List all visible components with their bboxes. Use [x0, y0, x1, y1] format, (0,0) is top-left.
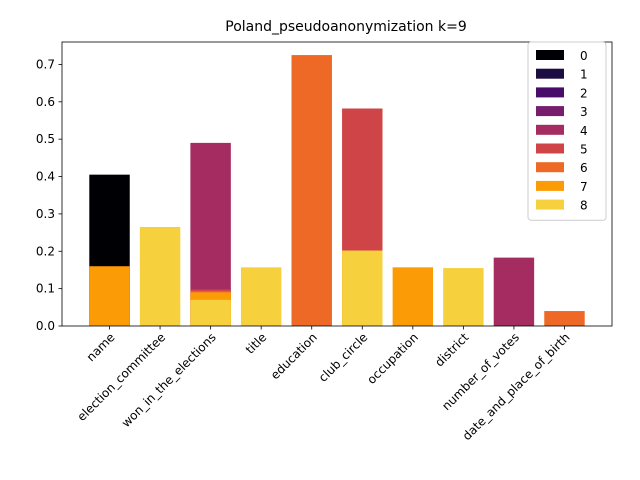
legend-swatch-3 — [536, 106, 564, 117]
bar-won_in_the_elections-series-8 — [190, 299, 231, 326]
legend-label-4: 4 — [580, 124, 588, 138]
legend-swatch-2 — [536, 87, 564, 98]
x-tick-label: title — [243, 330, 269, 356]
plot-frame — [61, 41, 613, 327]
legend-swatch-8 — [536, 199, 564, 210]
bar-occupation-series-7 — [392, 267, 434, 326]
x-tick-label: district — [432, 330, 471, 369]
bar-date_and_place_of_birth-series-6 — [544, 311, 585, 326]
legend-swatch-1 — [536, 68, 564, 79]
bar-number_of_votes-series-4 — [493, 257, 535, 326]
bar-club_circle-series-8 — [342, 250, 383, 326]
legend-swatch-4 — [536, 124, 564, 135]
legend-swatch-0 — [536, 50, 564, 60]
legend-label-5: 5 — [580, 143, 588, 157]
y-tick-label: 0.4 — [36, 170, 55, 184]
x-tick-label: election_committee — [74, 330, 168, 424]
legend-label-1: 1 — [580, 68, 588, 82]
legend-swatch-5 — [536, 143, 564, 154]
legend-swatch-7 — [536, 180, 564, 191]
x-tick-label: education — [268, 330, 320, 382]
legend: 0 1 2 3 4 5 6 7 8 — [527, 41, 607, 221]
chart-title: Poland_pseudoanonymization k=9 — [225, 19, 467, 35]
y-tick-label: 0.2 — [36, 244, 55, 258]
x-tick-label: won_in_the_elections — [119, 330, 219, 430]
x-tick-label: date_and_place_of_birth — [460, 330, 573, 443]
legend-box — [527, 41, 607, 221]
legend-swatch-6 — [536, 162, 564, 173]
x-tick-label: club_circle — [316, 330, 371, 385]
y-tick-label: 0.0 — [36, 319, 55, 333]
legend-label-2: 2 — [580, 86, 588, 100]
legend-label-7: 7 — [580, 180, 588, 194]
x-tick-label: occupation — [364, 330, 421, 387]
legend-label-3: 3 — [580, 105, 588, 119]
x-tick-label: name — [84, 330, 118, 364]
y-tick-label: 0.1 — [36, 282, 55, 296]
bars-layer — [89, 55, 585, 326]
bar-district-series-8 — [443, 268, 484, 326]
legend-label-0: 0 — [580, 49, 588, 63]
y-tick-label: 0.7 — [36, 57, 55, 71]
legend-label-6: 6 — [580, 161, 588, 175]
bar-election_committee-series-8 — [139, 226, 181, 326]
y-tick-label: 0.5 — [36, 132, 55, 146]
y-tick-label: 0.6 — [36, 95, 55, 109]
legend-label-8: 8 — [580, 199, 588, 213]
bar-name-series-7 — [89, 266, 130, 326]
y-tick-label: 0.3 — [36, 207, 55, 221]
bar-education-series-6 — [291, 55, 332, 326]
bar-title-series-8 — [240, 267, 282, 326]
